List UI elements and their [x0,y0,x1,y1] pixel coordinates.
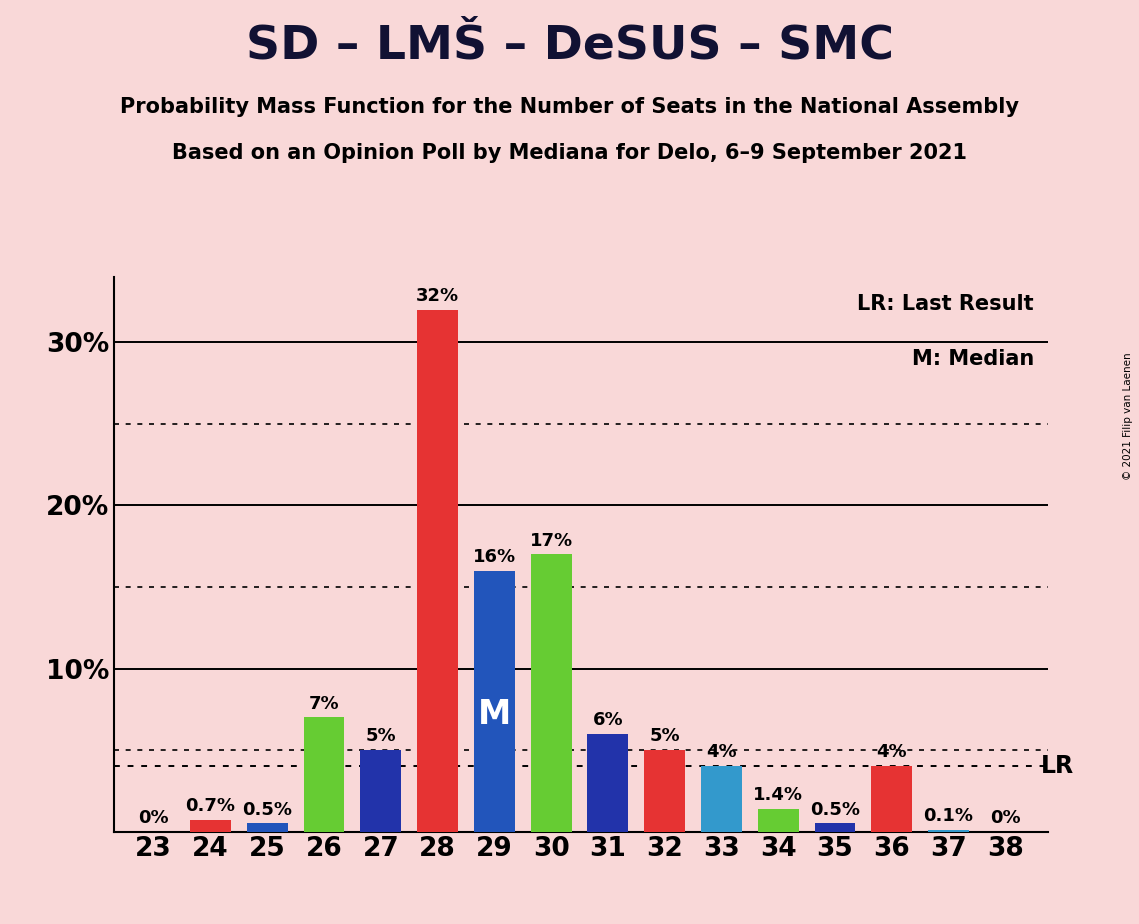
Text: 32%: 32% [416,287,459,305]
Text: 5%: 5% [649,727,680,745]
Bar [303,717,344,832]
Text: 0%: 0% [138,808,169,827]
Text: 0.7%: 0.7% [186,797,236,815]
Bar [871,766,912,832]
Bar [474,571,515,832]
Text: 17%: 17% [530,531,573,550]
Bar [247,823,288,832]
Text: 4%: 4% [876,744,907,761]
Text: LR: LR [1041,754,1074,778]
Bar [645,750,685,832]
Bar [417,310,458,832]
Bar [700,766,741,832]
Text: Probability Mass Function for the Number of Seats in the National Assembly: Probability Mass Function for the Number… [120,97,1019,117]
Text: 0.1%: 0.1% [924,807,974,825]
Text: © 2021 Filip van Laenen: © 2021 Filip van Laenen [1123,352,1133,480]
Text: 5%: 5% [366,727,396,745]
Text: 6%: 6% [592,711,623,729]
Bar [814,823,855,832]
Bar [588,734,629,832]
Bar [190,821,231,832]
Bar [531,554,572,832]
Bar [757,808,798,832]
Text: Based on an Opinion Poll by Mediana for Delo, 6–9 September 2021: Based on an Opinion Poll by Mediana for … [172,143,967,164]
Bar [928,830,969,832]
Text: M: M [477,698,511,731]
Text: 4%: 4% [706,744,737,761]
Text: SD – LMŠ – DeSUS – SMC: SD – LMŠ – DeSUS – SMC [246,23,893,68]
Text: 1.4%: 1.4% [753,786,803,804]
Text: 0.5%: 0.5% [810,800,860,819]
Text: 16%: 16% [473,548,516,565]
Bar [360,750,401,832]
Text: M: Median: M: Median [911,349,1034,370]
Text: 0%: 0% [990,808,1021,827]
Text: 7%: 7% [309,695,339,712]
Text: LR: Last Result: LR: Last Result [858,294,1034,314]
Text: 0.5%: 0.5% [243,800,293,819]
